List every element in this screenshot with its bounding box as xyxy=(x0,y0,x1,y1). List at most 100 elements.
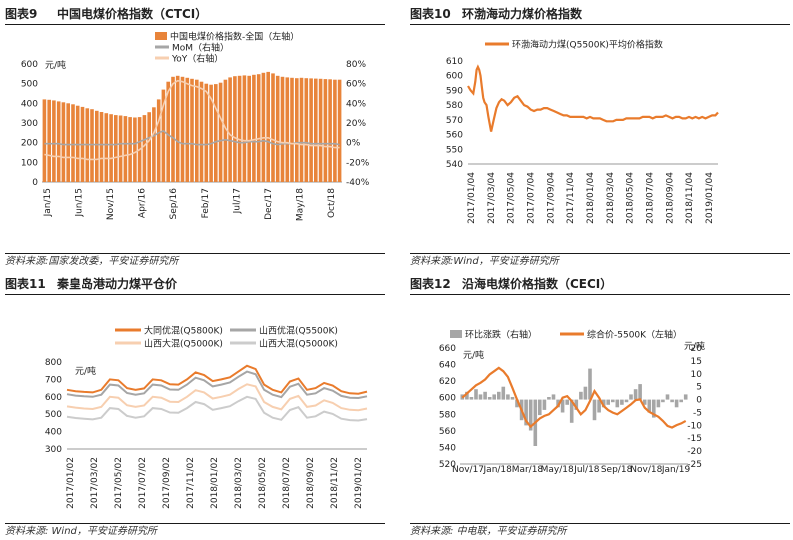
bar xyxy=(204,83,209,182)
bar xyxy=(175,75,180,182)
bar xyxy=(588,368,592,400)
bar xyxy=(638,384,642,400)
x-tick: 2017/01/02 xyxy=(66,457,76,509)
legend-label: 环比涨跌（右轴） xyxy=(465,329,537,341)
bar xyxy=(465,391,469,400)
bar xyxy=(123,116,128,182)
bar xyxy=(104,113,109,182)
y-left-tick: 540 xyxy=(439,443,456,453)
legend-swatch xyxy=(450,330,462,338)
chart-title-bar: 图表9 中国电煤价格指数（CTCI） xyxy=(5,6,385,25)
y-tick: 400 xyxy=(45,428,62,438)
bar xyxy=(547,397,551,400)
bar xyxy=(333,79,337,182)
bar xyxy=(579,391,583,400)
bar xyxy=(506,394,510,400)
y-tick: 570 xyxy=(446,116,463,126)
bar xyxy=(275,75,280,182)
y-left-tick: 620 xyxy=(439,377,456,387)
x-tick: Sep/18 xyxy=(601,465,633,475)
y-right-tick: -25 xyxy=(687,460,702,470)
bar xyxy=(620,399,624,405)
bar xyxy=(128,117,132,182)
y-right-tick: 20 xyxy=(691,344,703,354)
x-tick: 2017/03/04 xyxy=(487,172,497,224)
bar xyxy=(510,397,515,400)
x-tick: 2018/05/02 xyxy=(258,457,268,509)
bar xyxy=(318,78,323,183)
bar xyxy=(56,101,61,182)
y-left-tick: 300 xyxy=(21,119,38,129)
legend-label: 综合价-5500K（左轴） xyxy=(587,329,682,341)
x-tick: 2018/01/02 xyxy=(210,457,220,509)
x-tick: Nov/17 xyxy=(452,465,484,475)
y-tick: 600 xyxy=(45,393,62,403)
x-tick: 2017/05/04 xyxy=(507,172,517,224)
bar xyxy=(271,73,275,182)
x-tick: Jun/15 xyxy=(75,188,85,218)
x-tick: May/18 xyxy=(541,465,574,475)
bar xyxy=(483,391,487,400)
bar xyxy=(629,394,633,400)
x-tick: 2018/03/02 xyxy=(234,457,244,509)
x-tick: Mar/18 xyxy=(512,465,544,475)
y-right-tick: -5 xyxy=(693,408,702,418)
qinhuangdao-chart-svg: 300 400 500 600 700 800 元/吨 2017/01/02 2017/03/0… xyxy=(45,325,368,509)
x-tick: 2018/09/04 xyxy=(665,172,675,224)
y-right-tick: -10 xyxy=(687,421,702,431)
y-left-tick: 500 xyxy=(21,80,38,90)
bar xyxy=(528,399,533,431)
series-line xyxy=(461,366,687,429)
bar xyxy=(242,75,247,182)
y-left-tick: 580 xyxy=(439,410,456,420)
x-tick: 2018/05/04 xyxy=(626,172,636,224)
chart-source: 资料来源: Wind，平安证券研究所 xyxy=(5,523,385,540)
x-tick: Jul/18 xyxy=(573,465,600,475)
bar xyxy=(683,394,688,400)
bar xyxy=(478,394,483,400)
series-line xyxy=(66,383,368,412)
x-tick: 2017/03/02 xyxy=(90,457,100,509)
x-tick: 2019/01/02 xyxy=(354,457,364,509)
series-line xyxy=(467,64,719,132)
legend-swatch xyxy=(155,32,167,40)
bar xyxy=(469,397,474,400)
bar xyxy=(492,394,496,400)
bar xyxy=(95,110,99,182)
chart-panel-qinhuangdao: 图表11 秦皇岛港动力煤平仓价 300 400 500 600 700 800 元/吨 2017… xyxy=(5,276,385,540)
legend-label: 山西大混(Q5000K) xyxy=(144,338,223,350)
y-tick: 550 xyxy=(446,145,463,155)
series-line xyxy=(66,395,368,422)
bar xyxy=(524,399,528,426)
bar xyxy=(647,399,652,413)
y-right-tick: 60% xyxy=(346,80,366,90)
legend-label: YoY（右轴） xyxy=(171,53,223,65)
x-tick: 2017/11/02 xyxy=(186,457,196,509)
bar xyxy=(597,399,601,413)
figure-label: 图表9 xyxy=(5,7,38,21)
bar xyxy=(323,79,328,182)
bar xyxy=(266,71,270,182)
y-right-tick: 40% xyxy=(346,99,366,109)
y-right-tick: -20% xyxy=(346,158,370,168)
bar xyxy=(615,399,620,408)
y-tick: 500 xyxy=(45,410,62,420)
bar xyxy=(214,84,218,182)
bar xyxy=(583,386,588,400)
bar xyxy=(180,76,185,182)
bar xyxy=(109,114,113,182)
x-tick: Nov/18 xyxy=(630,465,662,475)
bar xyxy=(218,82,223,182)
y-left-tick: 600 xyxy=(21,60,38,70)
ceci-chart-svg: 520540560580600620640660-25-20-15-10-505… xyxy=(439,329,705,476)
x-tick: Jan/18 xyxy=(483,465,513,475)
bar xyxy=(90,109,94,182)
bar xyxy=(592,399,597,421)
bar xyxy=(209,84,213,182)
bar xyxy=(309,78,313,182)
legend-label: 山西大混(Q5000K) xyxy=(259,338,338,350)
bar xyxy=(233,76,237,182)
y-right-tick: 80% xyxy=(346,60,366,70)
bar xyxy=(611,399,615,403)
bar xyxy=(285,77,290,182)
